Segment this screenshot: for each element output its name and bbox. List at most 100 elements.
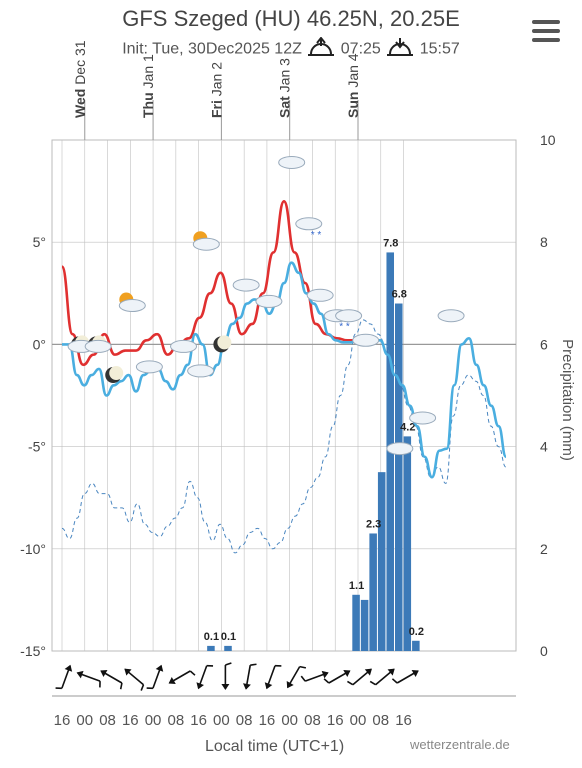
wind-arrow-icon — [76, 670, 101, 688]
x-tick: 16 — [190, 712, 207, 729]
precip-label: 0.2 — [409, 626, 424, 638]
cloud-icon — [409, 411, 437, 425]
wind-arrow-icon — [264, 664, 282, 690]
x-tick: 00 — [76, 712, 93, 729]
meteogram-chart: Wed Dec 31 Thu Jan 1 Fri Jan 2 Sat Jan 3 Sun… — [20, 40, 576, 729]
precip-bar — [412, 640, 420, 651]
dewpoint-line — [61, 319, 507, 554]
wind-arrow-icon — [100, 670, 123, 690]
wind-arrow-icon — [146, 664, 164, 690]
day-label: Sat Jan 3 — [277, 58, 293, 118]
x-tick: 16 — [327, 712, 344, 729]
cloud-icon — [352, 333, 380, 347]
sunrise-icon — [306, 36, 340, 61]
x-tick: 08 — [236, 712, 253, 729]
cloud-icon — [84, 339, 112, 353]
y-tick-right: 2 — [540, 541, 548, 557]
wind-arrow-icon — [221, 662, 232, 690]
precip-bar — [403, 436, 412, 651]
precip-bar — [207, 645, 215, 651]
y-tick-left: 0° — [33, 336, 46, 352]
init-text: Init: Tue, 30Dec2025 12Z — [122, 40, 302, 58]
y-tick-right: 8 — [540, 234, 548, 250]
x-tick: 08 — [99, 712, 116, 729]
cloud-icon — [306, 288, 334, 302]
x-tick: 16 — [54, 712, 71, 729]
wind-arrow-icon — [124, 668, 145, 691]
precip-bar — [377, 472, 386, 651]
cloud-icon — [255, 294, 283, 308]
x-tick: 16 — [122, 712, 139, 729]
y-tick-right: 6 — [540, 336, 548, 352]
cloud-icon — [170, 339, 198, 353]
sunset-time: 15:57 — [419, 40, 460, 58]
y-tick-right: 4 — [540, 439, 548, 455]
credit-text: wetterzentrale.de — [410, 737, 510, 752]
wind-arrow-icon — [196, 664, 214, 690]
cloud-icon — [278, 155, 306, 169]
precip-bar — [360, 599, 369, 651]
precip-label: 0.1 — [221, 631, 236, 643]
sunrise-time: 07:25 — [340, 40, 381, 58]
cloud-icon — [192, 237, 220, 251]
wind-arrow-icon — [286, 665, 307, 689]
y-tick-left: -15° — [20, 643, 46, 659]
x-tick: 08 — [168, 712, 185, 729]
precip-label: 7.8 — [383, 237, 398, 249]
moon-icon — [109, 366, 124, 381]
y-tick-right: 0 — [540, 643, 548, 659]
precip-label: 1.1 — [349, 580, 364, 592]
cloud-icon — [335, 309, 363, 323]
precip-label: 0.1 — [204, 631, 219, 643]
precip-bar — [224, 645, 232, 651]
precip-label: 4.2 — [400, 421, 415, 433]
day-label: Wed Dec 31 — [72, 40, 88, 118]
wind-arrow-icon — [55, 664, 73, 690]
temperature-line — [62, 261, 508, 479]
wind-arrow-icon — [346, 668, 372, 686]
snow-icon: * * — [339, 322, 350, 333]
precip-bar — [352, 594, 360, 651]
y-tick-right: 10 — [540, 132, 556, 148]
wind-arrow-icon — [391, 670, 419, 684]
x-tick: 00 — [145, 712, 162, 729]
cloud-icon — [232, 278, 260, 292]
wind-arrow-icon — [300, 670, 329, 682]
menu-icon[interactable] — [532, 20, 560, 42]
wind-arrow-icon — [369, 668, 395, 686]
y-axis-label-right: Precipitation (mm) — [559, 339, 576, 461]
day-label: Thu Jan 1 — [140, 54, 156, 118]
wind-arrow-icon — [168, 670, 196, 684]
x-tick: 00 — [350, 712, 367, 729]
cloud-icon — [187, 364, 215, 378]
precip-bar — [395, 303, 403, 651]
precip-label: 6.8 — [392, 289, 407, 301]
wind-arrow-icon — [242, 663, 257, 690]
cloud-icon — [437, 309, 465, 323]
precip-bar — [369, 533, 377, 651]
day-label: Fri Jan 2 — [208, 62, 224, 118]
y-tick-left: -5° — [28, 439, 46, 455]
x-tick: 00 — [281, 712, 298, 729]
x-axis-label: Local time (UTC+1) — [205, 738, 345, 755]
wind-arrow-icon — [323, 670, 351, 684]
y-tick-left: -10° — [20, 541, 46, 557]
x-tick: 08 — [304, 712, 321, 729]
chart-subtitle: Init: Tue, 30Dec2025 12Z 07:25 15:57 — [0, 36, 582, 62]
cloud-icon — [135, 360, 163, 374]
cloud-icon — [295, 217, 323, 231]
x-tick: 00 — [213, 712, 230, 729]
snow-icon: * * — [311, 230, 322, 241]
day-label: Sun Jan 4 — [345, 53, 361, 118]
x-tick: 08 — [372, 712, 389, 729]
cloud-icon — [118, 299, 146, 313]
chart-title: GFS Szeged (HU) 46.25N, 20.25E — [122, 6, 460, 31]
cloud-icon — [386, 442, 414, 456]
y-tick-left: 5° — [33, 234, 46, 250]
moon-icon — [217, 335, 232, 350]
precip-label: 2.3 — [366, 518, 381, 530]
plot-area — [51, 139, 517, 652]
x-tick: 16 — [259, 712, 276, 729]
sunset-icon — [385, 38, 419, 61]
x-tick: 16 — [395, 712, 412, 729]
